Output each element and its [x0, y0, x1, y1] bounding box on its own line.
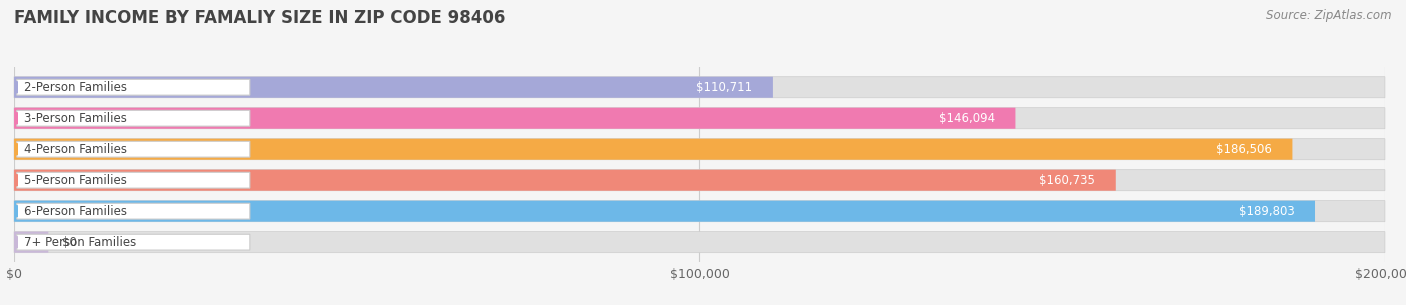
Text: 7+ Person Families: 7+ Person Families	[24, 236, 136, 249]
FancyBboxPatch shape	[17, 79, 250, 95]
FancyBboxPatch shape	[14, 201, 1385, 222]
FancyBboxPatch shape	[14, 170, 1385, 191]
FancyBboxPatch shape	[14, 139, 1385, 160]
FancyBboxPatch shape	[14, 231, 48, 253]
Text: 2-Person Families: 2-Person Families	[24, 81, 127, 94]
FancyBboxPatch shape	[17, 172, 250, 188]
Text: 5-Person Families: 5-Person Families	[24, 174, 127, 187]
FancyBboxPatch shape	[14, 77, 1385, 98]
FancyBboxPatch shape	[14, 231, 1385, 253]
FancyBboxPatch shape	[17, 110, 250, 126]
Text: Source: ZipAtlas.com: Source: ZipAtlas.com	[1267, 9, 1392, 22]
Text: FAMILY INCOME BY FAMALIY SIZE IN ZIP CODE 98406: FAMILY INCOME BY FAMALIY SIZE IN ZIP COD…	[14, 9, 505, 27]
FancyBboxPatch shape	[14, 108, 1385, 129]
Text: $186,506: $186,506	[1216, 143, 1272, 156]
Text: 4-Person Families: 4-Person Families	[24, 143, 127, 156]
Text: $160,735: $160,735	[1039, 174, 1095, 187]
Text: $0: $0	[62, 236, 77, 249]
Text: $110,711: $110,711	[696, 81, 752, 94]
FancyBboxPatch shape	[14, 170, 1116, 191]
FancyBboxPatch shape	[14, 139, 1292, 160]
Text: 3-Person Families: 3-Person Families	[24, 112, 127, 125]
FancyBboxPatch shape	[17, 141, 250, 157]
FancyBboxPatch shape	[14, 77, 773, 98]
FancyBboxPatch shape	[17, 234, 250, 250]
FancyBboxPatch shape	[14, 108, 1015, 129]
Text: 6-Person Families: 6-Person Families	[24, 205, 127, 218]
FancyBboxPatch shape	[14, 201, 1315, 222]
FancyBboxPatch shape	[17, 203, 250, 219]
Text: $146,094: $146,094	[939, 112, 995, 125]
Text: $189,803: $189,803	[1239, 205, 1295, 218]
